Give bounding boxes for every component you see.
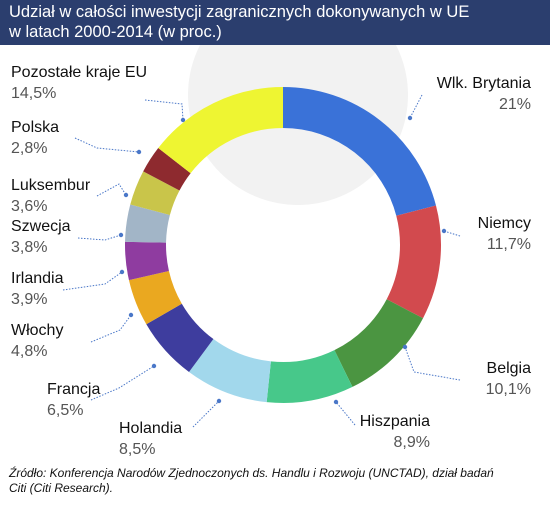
slice-labels: Wlk. Brytania 21% Niemcy 11,7% Belgia 10,1% Hi… <box>11 64 531 458</box>
leader-dot-1 <box>407 115 413 121</box>
leader-line-3 <box>404 346 461 381</box>
leader-line-9 <box>77 234 122 241</box>
leader-dot-2 <box>441 228 447 234</box>
leader-line-7 <box>90 314 132 343</box>
slice-label-10: Luksembur <box>11 177 91 194</box>
title-line-1: Udział w całości inwestycji zagranicznyc… <box>9 3 470 21</box>
leader-dot-11 <box>136 149 142 155</box>
donut-slice-7 <box>128 270 183 325</box>
leader-line-8 <box>62 271 123 291</box>
slice-value-7: 4,8% <box>11 343 47 360</box>
leader-line-4 <box>335 401 356 426</box>
slice-label-11: Polska <box>11 119 59 136</box>
leader-line-1 <box>409 94 423 119</box>
slice-value-11: 2,8% <box>11 140 47 157</box>
leader-line-5 <box>192 400 220 428</box>
slice-label-9: Szwecja <box>11 218 71 235</box>
slice-label-7: Włochy <box>11 322 63 339</box>
slice-value-1: 21% <box>499 96 531 113</box>
title-line-2: w latach 2000-2014 (w proc.) <box>9 22 222 41</box>
slice-label-4: Hiszpania <box>360 413 430 430</box>
leader-line-11 <box>74 137 140 153</box>
leader-dot-4 <box>333 399 339 405</box>
donut-slice-5 <box>189 338 272 403</box>
donut-slice-12 <box>158 87 284 174</box>
donut-slice-2 <box>386 205 441 319</box>
slice-value-2: 11,7% <box>487 236 531 253</box>
donut-chart: Wlk. Brytania 21% Niemcy 11,7% Belgia 10,1% Hi… <box>11 45 531 458</box>
slice-label-8: Irlandia <box>11 270 64 287</box>
leader-line-10 <box>96 183 127 197</box>
donut-slice-10 <box>130 171 180 216</box>
leader-dot-8 <box>119 269 125 275</box>
slice-value-5: 8,5% <box>119 441 155 458</box>
slice-value-10: 3,6% <box>11 198 47 215</box>
chart-title: Udział w całości inwestycji zagranicznyc… <box>9 3 539 42</box>
donut-slice-4 <box>266 349 353 403</box>
leader-line-6 <box>90 365 155 401</box>
leader-dot-5 <box>216 398 222 404</box>
slice-value-12: 14,5% <box>11 85 56 102</box>
leader-line-12 <box>144 99 184 121</box>
slice-label-2: Niemcy <box>478 215 531 232</box>
slice-label-3: Belgia <box>487 360 532 377</box>
source-line-1: Źródło: Konferencja Narodów Zjednoczonyc… <box>9 466 494 480</box>
slice-value-4: 8,9% <box>394 434 430 451</box>
slice-label-6: Francja <box>47 381 100 398</box>
donut-slice-6 <box>146 303 214 373</box>
leader-dot-9 <box>118 232 124 238</box>
title-bar: Udział w całości inwestycji zagranicznyc… <box>0 0 550 45</box>
donut-slice-8 <box>125 241 170 281</box>
donut-slice-9 <box>125 204 171 244</box>
leader-dot-7 <box>128 312 134 318</box>
slice-label-12: Pozostałe kraje EU <box>11 64 147 81</box>
leader-dot-6 <box>151 363 157 369</box>
donut-slice-11 <box>143 148 191 191</box>
slice-value-3: 10,1% <box>486 381 531 398</box>
slice-label-5: Holandia <box>119 420 182 437</box>
leader-dot-3 <box>402 344 408 350</box>
donut-slice-3 <box>333 298 424 387</box>
slice-value-8: 3,9% <box>11 291 47 308</box>
leader-line-2 <box>443 230 461 237</box>
donut-slice-1 <box>282 87 436 217</box>
leader-lines <box>62 94 461 428</box>
slice-value-6: 6,5% <box>47 402 83 419</box>
donut-slices <box>125 87 441 403</box>
slice-label-1: Wlk. Brytania <box>437 75 531 92</box>
leader-dot-10 <box>123 192 129 198</box>
slice-value-9: 3,8% <box>11 239 47 256</box>
source-note: Źródło: Konferencja Narodów Zjednoczonyc… <box>9 466 544 496</box>
leader-dot-12 <box>180 117 186 123</box>
source-line-2: Citi (Citi Research). <box>9 481 114 495</box>
